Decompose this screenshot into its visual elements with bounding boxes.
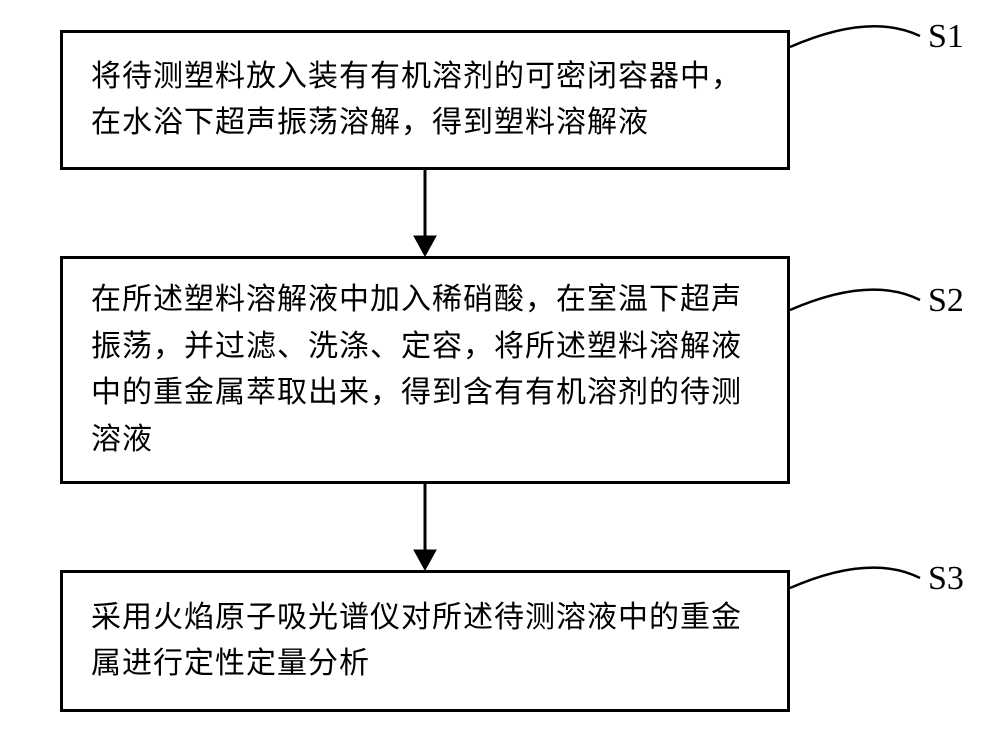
leader-s3 xyxy=(0,0,1000,744)
flowchart-container: 将待测塑料放入装有有机溶剂的可密闭容器中，在水浴下超声振荡溶解，得到塑料溶解液 … xyxy=(0,0,1000,744)
